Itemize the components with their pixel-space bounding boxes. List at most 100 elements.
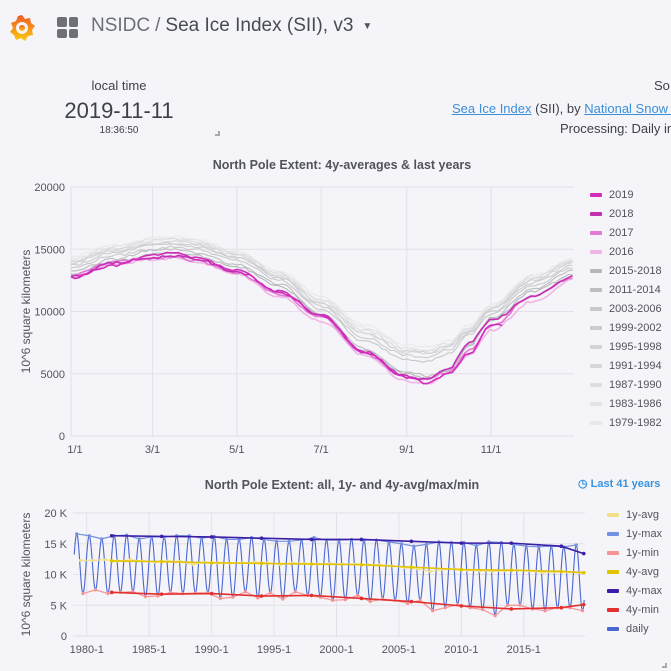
legend-item-1y-avg[interactable]: 1y-avg	[607, 505, 662, 524]
legend-item-4y-max[interactable]: 4y-max	[607, 581, 662, 600]
point-1y-avg	[78, 558, 83, 562]
legend-label: 4y-max	[626, 584, 663, 597]
processing-text: Processing: Daily in	[560, 121, 671, 136]
point-1y-min	[481, 607, 485, 612]
legend-item-daily[interactable]: daily	[607, 619, 662, 638]
legend-item-1987-1990[interactable]: 1987-1990	[590, 375, 662, 394]
time-range-override[interactable]: ◷ Last 41 years	[578, 477, 660, 490]
point-4y-avg	[459, 567, 464, 572]
legend-swatch	[607, 531, 619, 536]
point-4y-max	[581, 551, 586, 556]
legend-swatch	[590, 344, 602, 349]
x-tick-label: 1985-1	[132, 644, 166, 656]
x-tick-label: 2005-1	[382, 644, 416, 656]
point-4y-min	[109, 590, 114, 595]
legend-label: 4y-avg	[626, 565, 660, 578]
x-tick-label: 3/1	[145, 444, 160, 456]
point-1y-min	[406, 601, 410, 606]
legend-item-4y-avg[interactable]: 4y-avg	[607, 562, 662, 581]
point-4y-min	[581, 602, 586, 607]
point-4y-max	[309, 537, 314, 542]
legend-label: 4y-min	[626, 603, 660, 616]
point-1y-max	[424, 542, 429, 546]
point-1y-min	[81, 591, 85, 596]
legend-label: 1999-2002	[609, 321, 662, 334]
folder-name[interactable]: NSIDC	[91, 15, 151, 36]
point-4y-min	[259, 594, 264, 598]
legend-swatch	[607, 550, 619, 555]
point-1y-max	[87, 534, 91, 538]
source-heading: So	[654, 78, 670, 93]
point-4y-max	[109, 533, 114, 538]
legend-swatch	[607, 569, 619, 574]
legend-swatch	[607, 512, 619, 517]
y-axis-label: 10^6 square kilometers	[19, 513, 33, 637]
legend-item-1y-max[interactable]: 1y-max	[607, 524, 662, 543]
y-tick-label: 0	[59, 431, 65, 443]
legend-item-1979-1982[interactable]: 1979-1982	[590, 413, 662, 432]
legend-label: 1979-1982	[609, 416, 662, 429]
legend-swatch	[590, 211, 602, 216]
legend-swatch	[607, 626, 619, 631]
y-tick-label: 15 K	[44, 539, 67, 551]
point-1y-max	[412, 544, 416, 548]
point-4y-min	[409, 599, 414, 604]
legend-label: 1995-1998	[609, 340, 662, 353]
legend-item-1991-1994[interactable]: 1991-1994	[590, 356, 662, 375]
point-1y-min	[580, 609, 585, 613]
point-4y-avg	[209, 561, 214, 565]
nsidc-link[interactable]: National Snow a	[584, 101, 671, 116]
chart1-title: North Pole Extent: 4y-averages & last ye…	[212, 158, 472, 172]
y-tick-label: 10000	[34, 307, 65, 319]
point-1y-avg	[191, 563, 195, 567]
point-1y-min	[368, 599, 372, 604]
breadcrumb-separator: /	[155, 15, 161, 36]
point-1y-min	[518, 603, 522, 607]
legend-item-2011-2014[interactable]: 2011-2014	[590, 280, 662, 299]
grafana-logo[interactable]	[7, 13, 37, 43]
dashboard-title[interactable]: NSIDC / Sea Ice Index (SII), v3 ▼	[91, 15, 372, 37]
point-4y-max	[409, 539, 414, 544]
point-1y-min	[168, 590, 173, 594]
chart-4y-averages: 0 5000 10000 15000 20000 1/1 3/1 5/1 7/1 9/1 11/1 1…	[19, 182, 574, 456]
panel-resize-handle[interactable]	[215, 131, 220, 136]
legend-item-2015-2018[interactable]: 2015-2018	[590, 261, 662, 280]
local-date: 2019-11-11	[64, 98, 174, 123]
legend-label: 2018	[609, 207, 634, 220]
dashboard-name[interactable]: Sea Ice Index (SII), v3	[165, 15, 354, 36]
chart-all-years: 0 5 K 10 K 15 K 20 K 1980-1 1985-1 1990-1 1995-1…	[19, 508, 586, 656]
legend-label: 2015-2018	[609, 264, 662, 277]
point-1y-max	[287, 539, 291, 543]
legend-item-2018[interactable]: 2018	[590, 204, 662, 223]
sea-ice-index-link[interactable]: Sea Ice Index	[452, 101, 532, 116]
legend-item-2019[interactable]: 2019	[590, 185, 662, 204]
legend-swatch	[607, 588, 619, 593]
legend-item-4y-min[interactable]: 4y-min	[607, 600, 662, 619]
point-1y-min	[243, 590, 247, 594]
x-tick-label: 2010-1	[444, 644, 478, 656]
chevron-down-icon[interactable]: ▼	[362, 20, 373, 32]
legend-item-1999-2002[interactable]: 1999-2002	[590, 318, 662, 337]
point-1y-min	[293, 590, 297, 594]
legend-item-2003-2006[interactable]: 2003-2006	[590, 299, 662, 318]
point-1y-max	[474, 543, 478, 548]
legend-item-2016[interactable]: 2016	[590, 242, 662, 261]
point-4y-avg	[409, 565, 414, 569]
y-axis-label: 10^6 square kilometers	[19, 250, 33, 374]
x-tick-label: 1/1	[67, 444, 82, 456]
x-tick-label: 1995-1	[257, 644, 291, 656]
legend-swatch	[590, 268, 602, 273]
legend-item-1983-1986[interactable]: 1983-1986	[590, 394, 662, 413]
series-line-1999-2002	[70, 243, 573, 359]
legend-item-1995-1998[interactable]: 1995-1998	[590, 337, 662, 356]
y-tick-label: 20000	[34, 182, 65, 194]
legend-item-1y-min[interactable]: 1y-min	[607, 543, 662, 562]
legend-swatch	[590, 192, 602, 197]
dashboards-grid-icon[interactable]	[57, 17, 78, 38]
series-line-1991-1994	[70, 240, 573, 355]
point-1y-max	[274, 539, 279, 543]
panel-resize-handle[interactable]	[662, 663, 667, 668]
point-1y-min	[218, 596, 222, 601]
point-1y-min	[331, 598, 335, 602]
legend-item-2017[interactable]: 2017	[590, 223, 662, 242]
